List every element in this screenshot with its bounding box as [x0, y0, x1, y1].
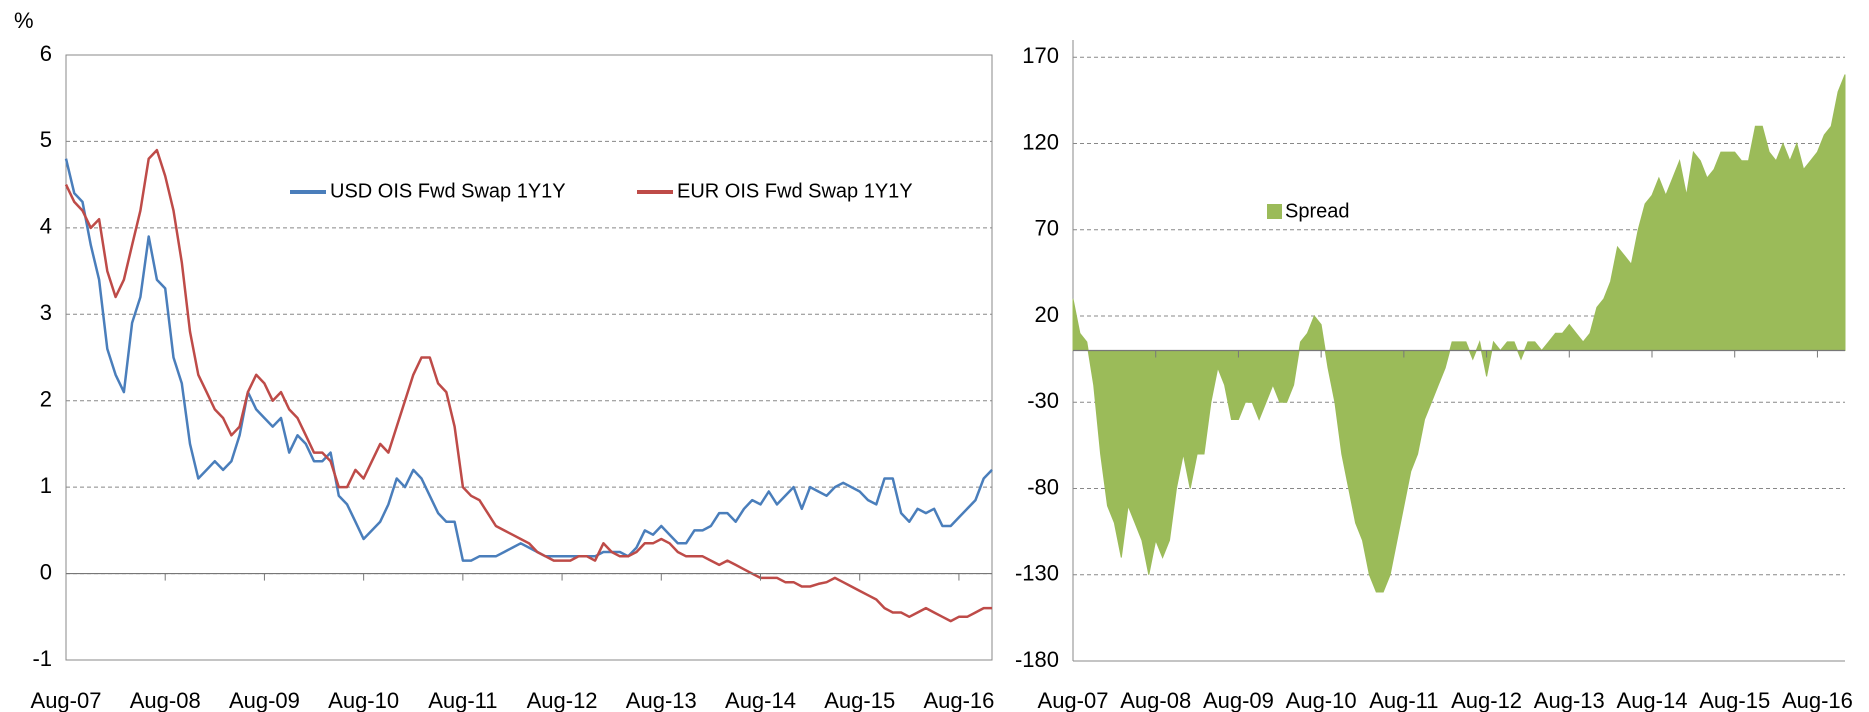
- y-tick-label: 170: [1022, 43, 1059, 68]
- x-tick-label: Aug-14: [725, 688, 796, 712]
- legend-label: USD OIS Fwd Swap 1Y1Y: [330, 180, 566, 202]
- y-tick-label: -30: [1027, 388, 1059, 413]
- series-line: [64, 158, 993, 562]
- series-line: [64, 148, 992, 623]
- x-tick-label: Aug-13: [1534, 688, 1605, 712]
- x-tick-label: Aug-10: [1286, 688, 1357, 712]
- y-tick-label: -130: [1015, 561, 1059, 586]
- x-tick-label: Aug-12: [527, 688, 598, 712]
- y-tick-label: 5: [40, 127, 52, 152]
- y-tick-label: -1: [32, 646, 52, 671]
- y-tick-label: -80: [1027, 474, 1059, 499]
- x-tick-label: Aug-12: [1451, 688, 1522, 712]
- y-tick-label: 6: [40, 41, 52, 66]
- x-tick-label: Aug-07: [31, 688, 102, 712]
- y-tick-label: 20: [1035, 302, 1059, 327]
- y-tick-label: 1: [40, 473, 52, 498]
- x-tick-label: Aug-15: [824, 688, 895, 712]
- y-tick-label: 0: [40, 559, 52, 584]
- y-tick-label: 120: [1022, 129, 1059, 154]
- legend-label: Spread: [1285, 200, 1350, 222]
- x-tick-label: Aug-14: [1617, 688, 1688, 712]
- y-tick-label: -180: [1015, 647, 1059, 672]
- y-tick-label: 70: [1035, 216, 1059, 241]
- x-tick-label: Aug-07: [1038, 688, 1109, 712]
- x-tick-label: Aug-16: [1782, 688, 1853, 712]
- y-tick-label: 2: [40, 387, 52, 412]
- legend-swatch: [1267, 204, 1282, 219]
- x-tick-label: Aug-16: [923, 688, 994, 712]
- x-tick-label: Aug-09: [229, 688, 300, 712]
- x-tick-label: Aug-11: [1369, 688, 1438, 712]
- x-tick-label: Aug-08: [1120, 688, 1191, 712]
- series-area: [1072, 74, 1846, 593]
- x-tick-label: Aug-13: [626, 688, 697, 712]
- x-tick-label: Aug-10: [328, 688, 399, 712]
- plot-frame: [65, 54, 993, 661]
- x-tick-label: Aug-11: [428, 688, 497, 712]
- legend-label: EUR OIS Fwd Swap 1Y1Y: [677, 180, 913, 202]
- x-tick-label: Aug-08: [130, 688, 201, 712]
- x-tick-label: Aug-09: [1203, 688, 1274, 712]
- y-tick-label: 4: [40, 214, 52, 239]
- y-tick-label: 3: [40, 300, 52, 325]
- y-unit-label: %: [14, 8, 34, 33]
- x-tick-label: Aug-15: [1699, 688, 1770, 712]
